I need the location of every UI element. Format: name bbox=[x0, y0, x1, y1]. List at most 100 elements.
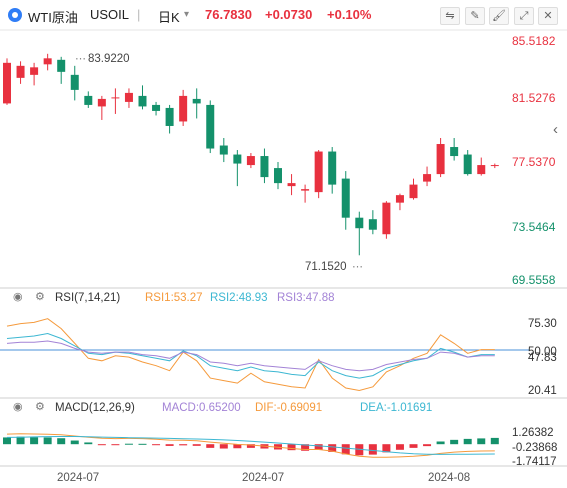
rsi1-value: RSI1:53.27 bbox=[145, 292, 203, 304]
candle-body bbox=[111, 97, 120, 99]
macd-histogram-bar bbox=[450, 439, 459, 445]
period-dropdown-icon[interactable]: ▾ bbox=[184, 9, 190, 20]
candle-body bbox=[246, 156, 255, 166]
candle-body bbox=[355, 217, 364, 229]
macd-histogram-bar bbox=[111, 444, 120, 446]
close-icon[interactable]: ✕ bbox=[538, 7, 558, 25]
macd-histogram-bar bbox=[368, 444, 377, 455]
candle-body bbox=[30, 67, 39, 75]
macd-histogram-bar bbox=[328, 444, 337, 452]
candle-body bbox=[436, 144, 445, 175]
rsi-line-1 bbox=[6, 318, 495, 392]
expand-icon[interactable]: ⤢ bbox=[514, 7, 534, 25]
macd-histogram-bar bbox=[57, 438, 66, 445]
header-divider: | bbox=[137, 7, 141, 22]
settings-gear-icon[interactable]: ⚙ bbox=[35, 401, 45, 413]
candle-body bbox=[409, 184, 418, 199]
rsi-axis-label: 50.00 bbox=[528, 346, 557, 358]
dif-value: DIF:-0.69091 bbox=[255, 402, 323, 414]
current-price: 76.7830 bbox=[205, 7, 252, 22]
macd-histogram-bar bbox=[409, 444, 418, 448]
candle-body bbox=[219, 145, 228, 155]
macd-histogram-bar bbox=[355, 444, 364, 456]
macd-histogram-bar bbox=[382, 444, 391, 453]
macd-histogram-bar bbox=[301, 444, 310, 451]
symbol-name[interactable]: WTI原油 bbox=[28, 10, 78, 25]
settings-gear-icon[interactable]: ⚙ bbox=[35, 291, 45, 303]
macd-histogram-bar bbox=[179, 444, 188, 446]
y-tick-label: 81.5276 bbox=[512, 91, 556, 105]
candle-body bbox=[70, 74, 79, 90]
symbol-code: USOIL bbox=[90, 7, 130, 22]
macd-histogram-bar bbox=[84, 442, 93, 445]
candle-body bbox=[165, 107, 174, 126]
macd-histogram-bar bbox=[219, 444, 228, 449]
dea-value: DEA:-1.01691 bbox=[360, 402, 433, 414]
visibility-eye-icon[interactable]: ◉ bbox=[13, 401, 23, 413]
candle-body bbox=[138, 95, 147, 107]
period-selector[interactable]: 日K bbox=[158, 10, 180, 25]
y-tick-label: 69.5558 bbox=[512, 273, 556, 287]
rsi-axis-label: 75.30 bbox=[528, 318, 557, 330]
macd-histogram-bar bbox=[124, 443, 133, 445]
symbol-logo-icon bbox=[8, 8, 22, 22]
macd-histogram-bar bbox=[70, 440, 79, 445]
rsi-line-2 bbox=[6, 332, 495, 379]
candle-body bbox=[490, 165, 499, 167]
macd-histogram-bar bbox=[233, 444, 242, 449]
macd-label[interactable]: MACD(12,26,9) bbox=[55, 402, 135, 414]
macd-histogram-bar bbox=[192, 444, 201, 446]
y-tick-label: 85.5182 bbox=[512, 34, 556, 48]
rsi-axis-label: 47.83 bbox=[528, 352, 557, 364]
macd-histogram-bar bbox=[43, 437, 52, 445]
candle-body bbox=[450, 147, 459, 157]
x-tick-label: 2024-07 bbox=[242, 472, 284, 484]
macd-value: MACD:0.65200 bbox=[162, 402, 241, 414]
high-annotation: 83.9220 bbox=[88, 53, 130, 65]
candle-body bbox=[84, 95, 93, 105]
candle-body bbox=[233, 154, 242, 164]
high-marker-dots: ⋯ bbox=[75, 53, 86, 65]
dea-line bbox=[6, 436, 495, 455]
candle-body bbox=[192, 98, 201, 104]
x-tick-label: 2024-07 bbox=[57, 472, 99, 484]
candle-body bbox=[477, 165, 486, 175]
macd-histogram-bar bbox=[463, 438, 472, 445]
rsi2-value: RSI2:48.93 bbox=[210, 292, 268, 304]
macd-histogram-bar bbox=[341, 444, 350, 455]
candle-body bbox=[287, 183, 296, 187]
candle-body bbox=[206, 104, 215, 149]
macd-axis-label: -1.74117 bbox=[512, 456, 557, 468]
price-change: +0.0730 bbox=[265, 7, 313, 22]
macd-histogram-bar bbox=[490, 437, 499, 445]
brush-icon[interactable]: 🖌 bbox=[489, 7, 509, 25]
macd-histogram-bar bbox=[314, 444, 323, 450]
candle-body bbox=[382, 202, 391, 235]
rsi-legend: ◉ ⚙ RSI(7,14,21) RSI1:53.27 RSI2:48.93 R… bbox=[0, 292, 380, 308]
macd-histogram-bar bbox=[165, 444, 174, 446]
candle-body bbox=[301, 189, 310, 191]
rsi3-value: RSI3:47.88 bbox=[277, 292, 335, 304]
macd-histogram-bar bbox=[206, 444, 215, 448]
visibility-eye-icon[interactable]: ◉ bbox=[13, 291, 23, 303]
chart-header: WTI原油 USOIL | 日K ▾ 76.7830 +0.0730 +0.10… bbox=[0, 0, 567, 30]
rsi-label[interactable]: RSI(7,14,21) bbox=[55, 292, 121, 304]
low-marker-dots: ⋯ bbox=[352, 261, 363, 273]
x-tick-label: 2024-08 bbox=[428, 472, 470, 484]
candle-body bbox=[274, 168, 282, 184]
candle-body bbox=[423, 174, 432, 182]
edit-icon[interactable]: ✎ bbox=[465, 7, 485, 25]
candle-body bbox=[3, 62, 11, 104]
candle-body bbox=[57, 59, 66, 72]
rsi-axis-label: 20.41 bbox=[528, 385, 557, 397]
collapse-panel-icon[interactable]: ‹ bbox=[553, 121, 558, 138]
candle-body bbox=[395, 195, 404, 203]
candle-body bbox=[43, 58, 52, 65]
macd-histogram-bar bbox=[97, 444, 106, 446]
candle-body bbox=[179, 95, 188, 122]
macd-histogram-bar bbox=[395, 444, 404, 450]
draw-icon[interactable]: ⇋ bbox=[440, 7, 460, 25]
candle-body bbox=[314, 151, 323, 193]
